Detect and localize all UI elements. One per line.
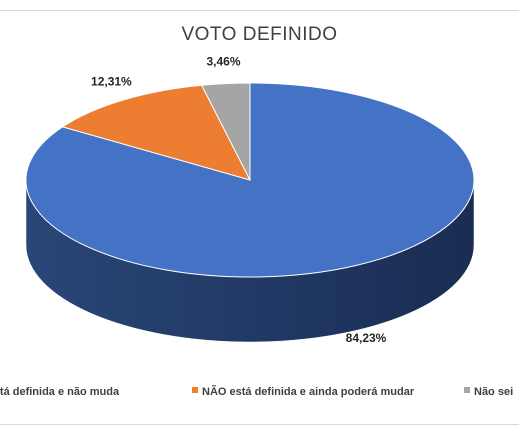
pie-slice-1	[61, 84, 251, 181]
pie-slice-2	[200, 82, 251, 181]
legend-label-1: NÃO está definida e ainda poderá mudar	[202, 385, 415, 398]
legend-swatch-1	[192, 387, 198, 393]
legend-swatch-2	[464, 387, 470, 393]
chart-frame	[0, 10, 519, 425]
chart-title: VOTO DEFINIDO	[181, 24, 338, 45]
legend-label-2: Não sei	[474, 386, 513, 398]
data-label-0: 84,23%	[346, 331, 387, 345]
data-label-2: 3,46%	[207, 55, 241, 69]
legend-label-0: SIM, está definida e não muda	[0, 386, 120, 398]
data-label-1: 12,31%	[91, 74, 132, 88]
